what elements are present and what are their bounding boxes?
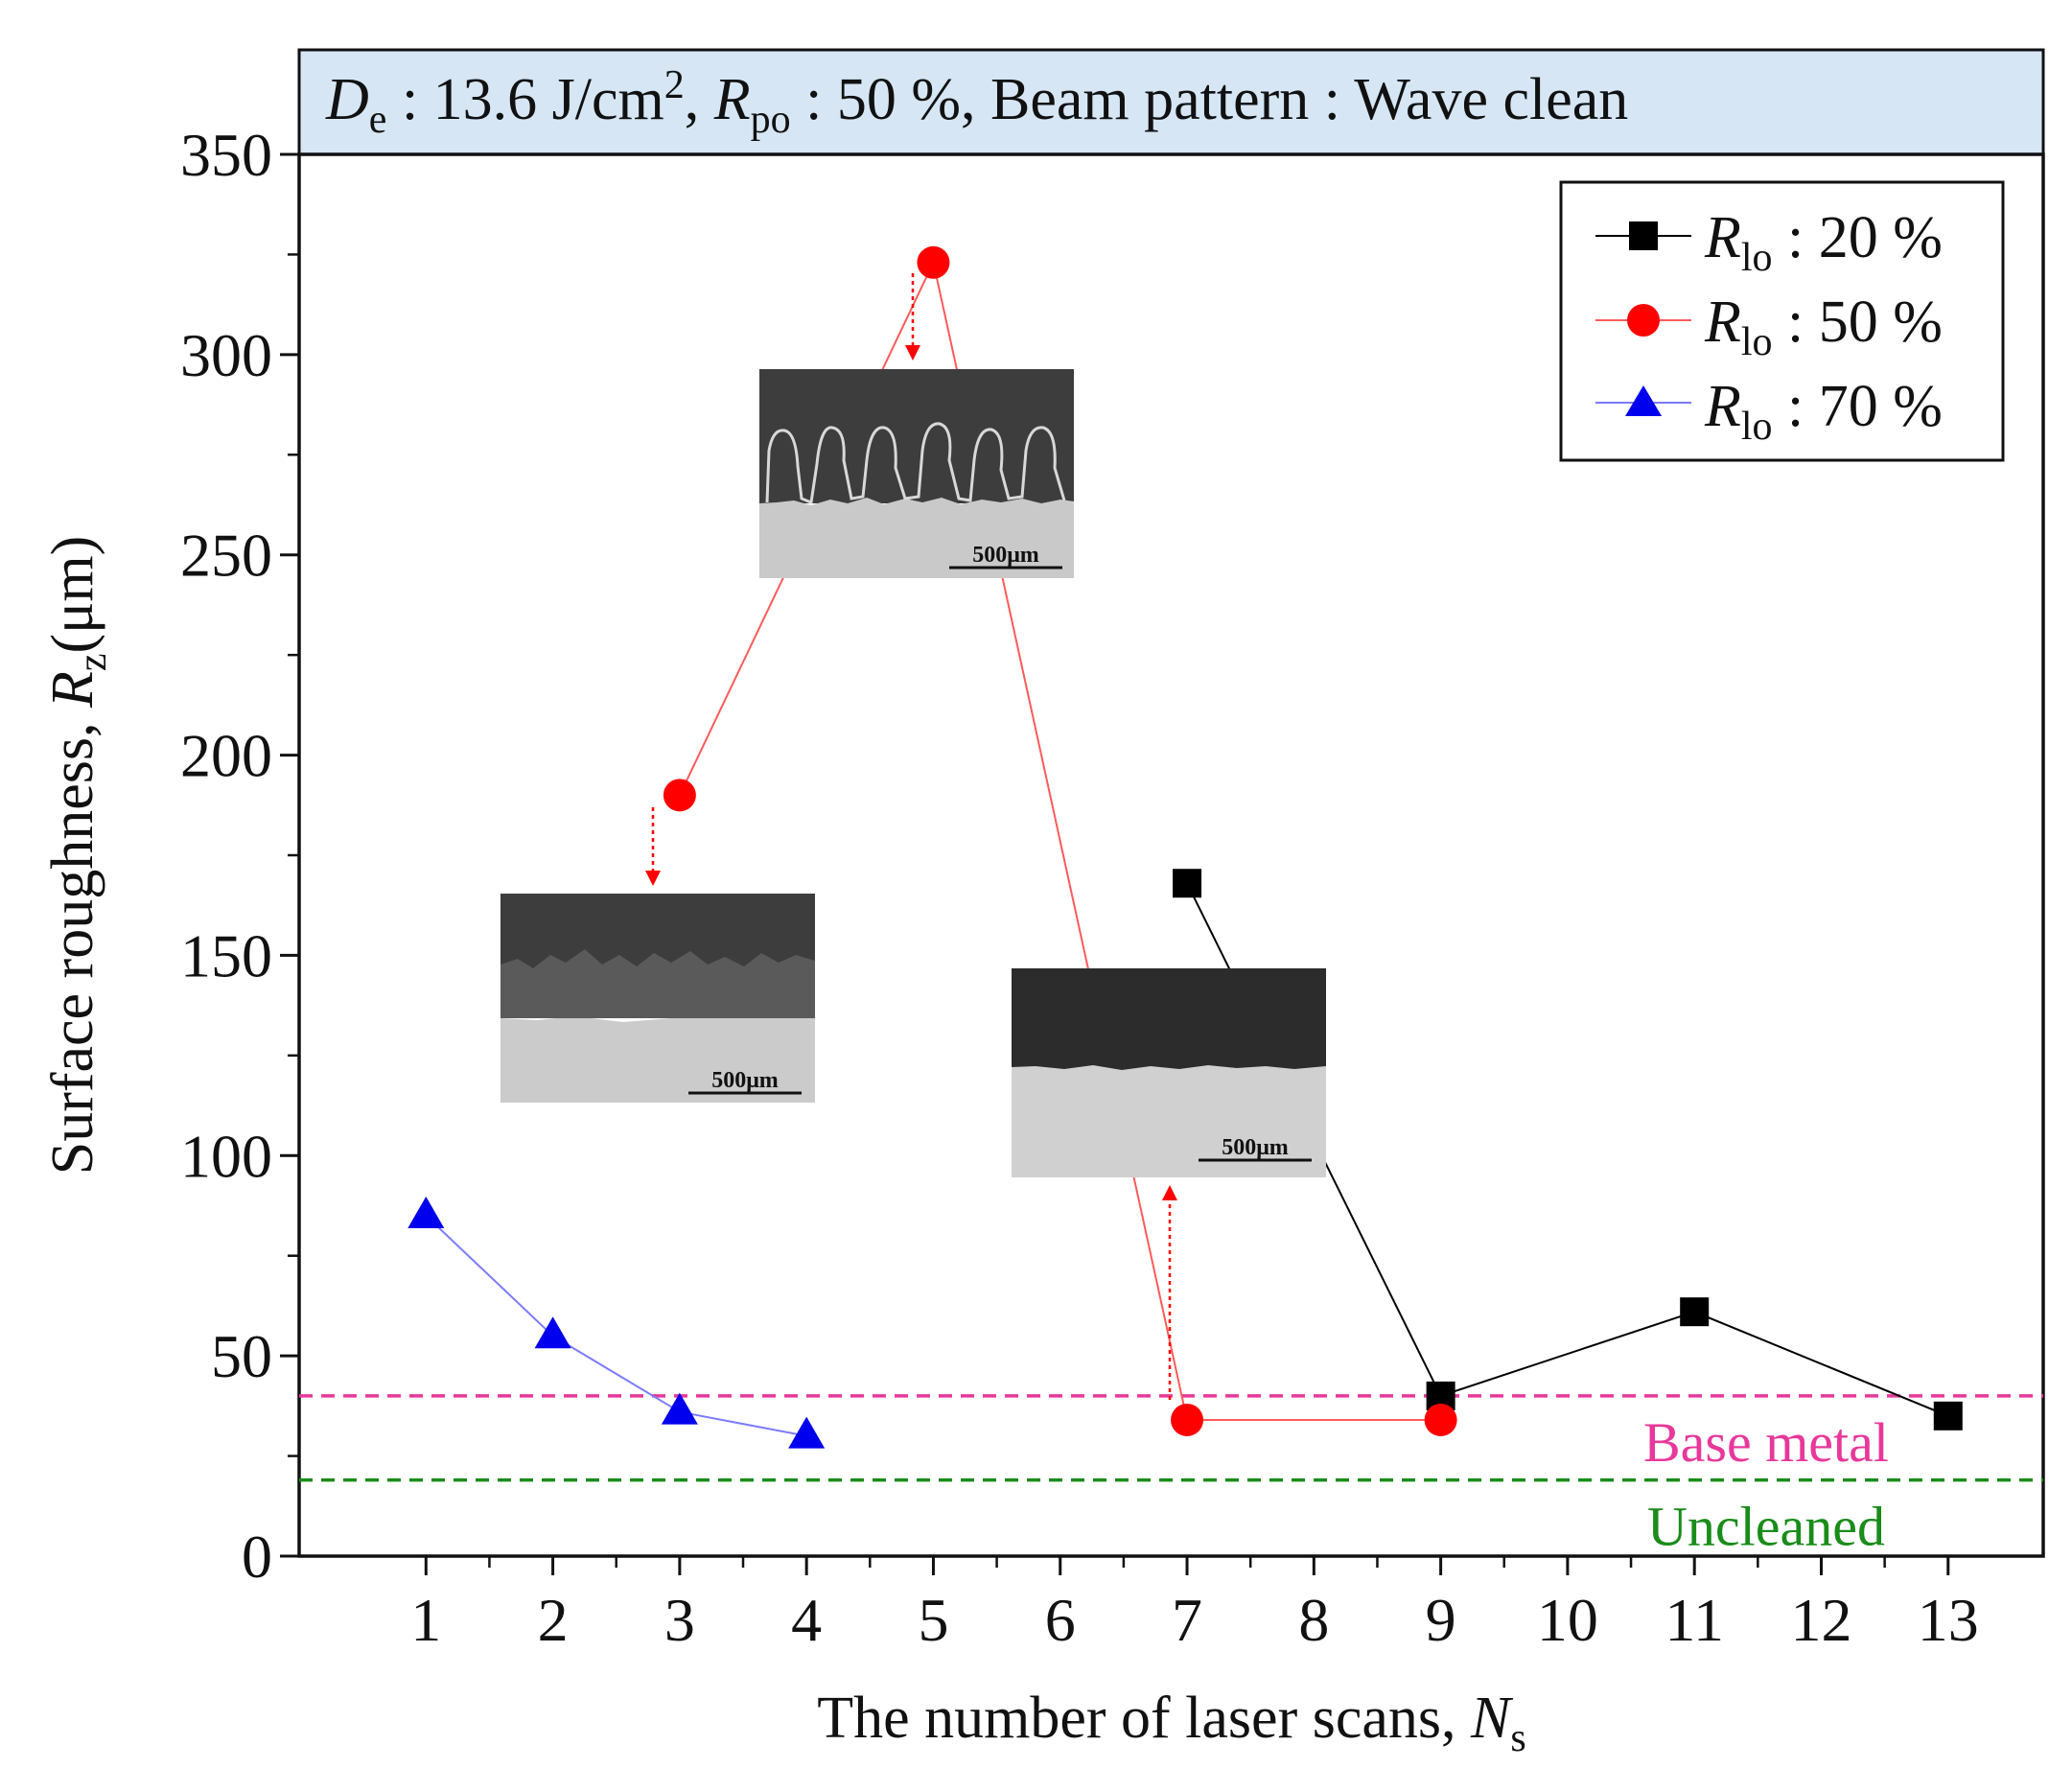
x-tick-label-10: 10: [1537, 1586, 1598, 1654]
x-tick-label-8: 8: [1298, 1586, 1329, 1654]
inset-image-n7: 500μm: [1012, 968, 1326, 1177]
legend-20-value: : 20 %: [1773, 205, 1943, 270]
x-tick-label-6: 6: [1045, 1586, 1076, 1654]
reference-lines: Base metal Uncleaned: [299, 1394, 2043, 1558]
legend-marker-20: [1629, 221, 1658, 250]
x-tick-label-11: 11: [1665, 1586, 1724, 1654]
legend-marker-70: [1625, 385, 1662, 416]
x-axis-title: The number of laser scans, Ns: [817, 1686, 1525, 1760]
inset-arrows: [645, 273, 1177, 1400]
x-tick-label-5: 5: [918, 1586, 948, 1654]
point-20-n11: [1680, 1297, 1710, 1327]
header-rpo-value: : 50 %, Beam pattern : Wave clean: [791, 67, 1629, 132]
x-axis-title-text: The number of laser scans,: [817, 1686, 1471, 1751]
legend-50-sub: lo: [1741, 320, 1773, 364]
header-de-sub: e: [369, 98, 387, 142]
point-20-n13: [1933, 1401, 1963, 1431]
x-axis-title-symbol: N: [1470, 1686, 1514, 1751]
y-tick-label-50: 50: [211, 1322, 272, 1390]
point-70-n1: [407, 1196, 445, 1228]
inset-n3-bright: [501, 1009, 815, 1103]
legend-70-sub: lo: [1741, 405, 1773, 449]
x-tick-label-7: 7: [1172, 1586, 1202, 1654]
x-tick-label-3: 3: [664, 1586, 695, 1654]
base-metal-label: Base metal: [1643, 1411, 1889, 1474]
x-tick-label-1: 1: [410, 1586, 441, 1654]
x-tick-label-4: 4: [791, 1586, 822, 1654]
header-rpo-sep: ,: [685, 67, 714, 132]
legend-50-value: : 50 %: [1773, 290, 1943, 355]
point-70-n4: [788, 1416, 826, 1449]
x-tick-label-9: 9: [1426, 1586, 1456, 1654]
point-50-n3: [663, 779, 696, 812]
series-markers: [407, 245, 1963, 1449]
inset-n7-dark: [1012, 968, 1326, 1072]
header-background: [297, 48, 2045, 156]
point-70-n3: [661, 1392, 698, 1425]
arrow-n7-head: [1162, 1185, 1177, 1200]
y-tick-label-300: 300: [180, 321, 272, 389]
legend: Rlo : 20 % Rlo : 50 % Rlo : 70 %: [1559, 180, 2005, 462]
y-tick-label-350: 350: [180, 121, 272, 189]
inset-n3-surface: [501, 949, 815, 1018]
point-50-n9: [1424, 1403, 1457, 1436]
point-50-n5: [917, 245, 950, 279]
legend-20-symbol: R: [1704, 205, 1741, 270]
arrow-n3-head: [645, 871, 661, 886]
point-70-n2: [534, 1316, 571, 1349]
inset-image-n5: 500μm: [759, 369, 1074, 578]
x-axis-title-sub: s: [1510, 1716, 1525, 1760]
y-tick-label-150: 150: [180, 921, 272, 989]
arrow-n5-head: [905, 345, 920, 361]
legend-70-symbol: R: [1704, 374, 1741, 439]
legend-label-20: Rlo : 20 %: [1704, 205, 1943, 280]
header-de-symbol: D: [325, 67, 369, 132]
uncleaned-label: Uncleaned: [1647, 1496, 1885, 1558]
inset-n7-bright: [1012, 1065, 1326, 1177]
legend-label-50: Rlo : 50 %: [1704, 290, 1943, 364]
inset-n5-bright: [759, 498, 1074, 578]
header-rpo-sub: po: [751, 98, 791, 142]
point-20-n7: [1173, 869, 1202, 898]
inset-n3-scale-label: 500μm: [711, 1068, 779, 1093]
header-rpo-symbol: R: [713, 67, 751, 132]
y-axis-title-text: Surface roughness,: [40, 708, 105, 1175]
legend-50-symbol: R: [1704, 290, 1741, 355]
series-line-70: [425, 1215, 807, 1437]
legend-marker-50: [1627, 304, 1660, 337]
legend-20-sub: lo: [1741, 236, 1773, 280]
x-tick-label-12: 12: [1790, 1586, 1851, 1654]
x-tick-label-13: 13: [1918, 1586, 1979, 1654]
inset-n7-scale-label: 500μm: [1222, 1135, 1289, 1160]
x-tick-label-2: 2: [538, 1586, 569, 1654]
header-banner: De : 13.6 J/cm2, Rpo : 50 %, Beam patter…: [297, 48, 2045, 156]
y-axis-title-sub: z: [71, 653, 115, 671]
legend-label-70: Rlo : 70 %: [1704, 374, 1943, 449]
y-tick-label-250: 250: [180, 522, 272, 590]
y-tick-label-0: 0: [242, 1523, 272, 1591]
inset-n5-dark: [759, 369, 1074, 503]
header-de-value: : 13.6 J/cm: [386, 67, 664, 132]
header-text: De : 13.6 J/cm2, Rpo : 50 %, Beam patter…: [325, 63, 1628, 142]
y-tick-label-200: 200: [180, 722, 272, 790]
inset-image-n3: 500μm: [501, 894, 815, 1103]
inset-n5-surface: [765, 422, 1066, 505]
point-50-n7: [1171, 1403, 1204, 1436]
legend-70-value: : 70 %: [1773, 374, 1943, 439]
inset-n5-scale-label: 500μm: [972, 543, 1039, 568]
y-tick-label-100: 100: [180, 1122, 272, 1190]
y-axis-title: Surface roughness, Rz(μm): [40, 536, 115, 1175]
y-axis-title-symbol: R: [40, 671, 105, 709]
y-axis-title-unit: (μm): [40, 536, 105, 654]
header-de-sup: 2: [664, 63, 685, 107]
